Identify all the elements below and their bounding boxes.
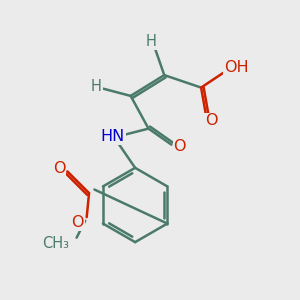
Text: HN: HN — [101, 129, 125, 144]
Text: O: O — [53, 161, 65, 176]
Text: H: H — [91, 79, 102, 94]
Text: O: O — [71, 215, 84, 230]
Text: CH₃: CH₃ — [42, 236, 69, 251]
Text: H: H — [146, 34, 157, 49]
Text: O: O — [205, 113, 217, 128]
Text: OH: OH — [224, 60, 248, 75]
Text: O: O — [173, 139, 186, 154]
